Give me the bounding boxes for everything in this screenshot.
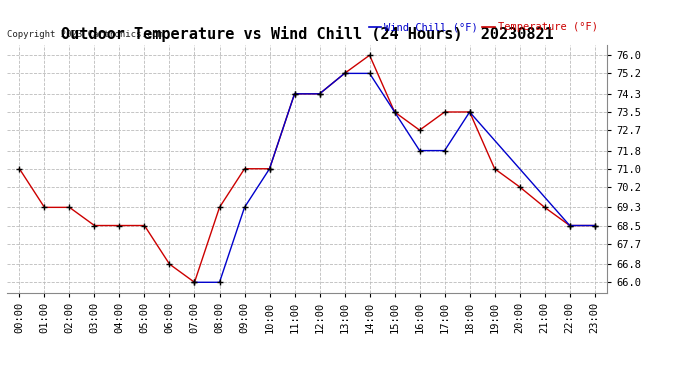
Legend: Wind Chill (°F), Temperature (°F): Wind Chill (°F), Temperature (°F) bbox=[364, 18, 602, 36]
Title: Outdoor Temperature vs Wind Chill (24 Hours)  20230821: Outdoor Temperature vs Wind Chill (24 Ho… bbox=[61, 27, 553, 42]
Text: Copyright 2023 Cartronics.com: Copyright 2023 Cartronics.com bbox=[7, 30, 163, 39]
